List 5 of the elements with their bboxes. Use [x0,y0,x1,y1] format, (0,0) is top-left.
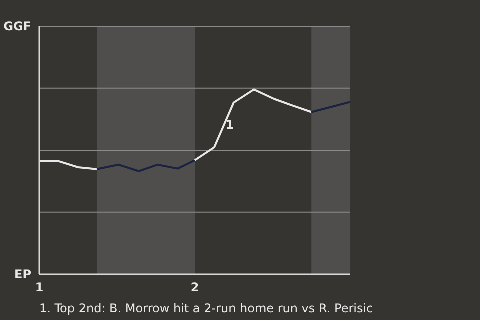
annotation: 1 [226,118,234,132]
text: EP [14,268,32,282]
x-tick-label: 2 [190,280,200,294]
text: GGF [4,20,32,34]
text: 1. Top 2nd: B. Morrow hit a 2-run home run vs R. Perisic [40,302,374,316]
